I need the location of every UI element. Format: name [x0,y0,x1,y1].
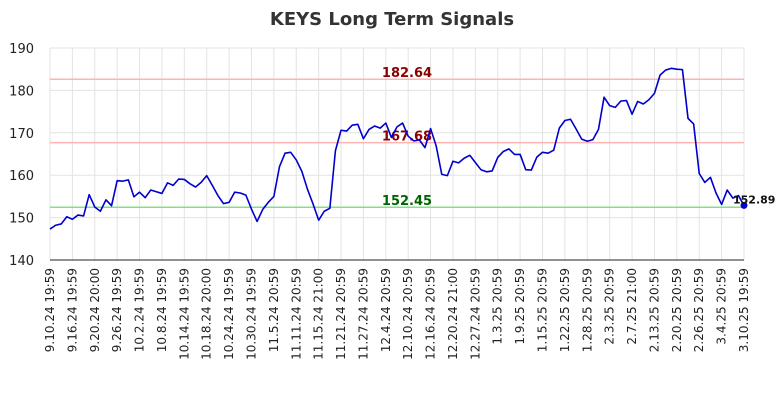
x-tick-label: 10.18.24 20:00 [200,268,214,360]
last-value-label: 152.89 [733,193,775,206]
x-tick-label: 11.21.24 20:59 [334,268,348,360]
x-tick-label: 11.11.24 20:59 [289,268,303,360]
x-tick-label: 1.9.25 20:59 [513,268,527,345]
x-tick-label: 9.26.24 19:59 [110,268,124,352]
x-tick-labels: 9.10.24 19:59 9.16.24 19:59 9.20.24 20:00 9… [43,268,751,360]
x-tick-label: 2.26.25 20:59 [692,268,706,352]
x-tick-label: 3.10.25 19:59 [737,268,751,352]
x-tick-label: 9.16.24 19:59 [65,268,79,352]
x-tick-label: 1.15.25 20:59 [536,268,550,352]
x-tick-label: 10.30.24 19:59 [244,268,258,360]
x-tick-label: 1.22.25 20:59 [558,268,572,352]
reference-line-label: 152.45 [382,194,432,209]
x-tick-label: 2.13.25 20:59 [647,268,661,352]
y-tick-label: 180 [9,84,34,99]
x-tick-label: 12.27.24 20:59 [468,268,482,360]
x-tick-label: 3.4.25 20:59 [715,268,729,345]
x-tick-label: 2.7.25 21:00 [625,268,639,345]
x-tick-label: 10.14.24 19:59 [177,268,191,360]
x-tick-label: 12.20.24 21:00 [446,268,460,360]
y-tick-label: 190 [9,42,34,57]
x-tick-label: 12.10.24 20:59 [401,268,415,360]
x-tick-label: 10.24.24 19:59 [222,268,236,360]
x-tick-label: 9.20.24 20:00 [88,268,102,352]
series-line [49,67,745,230]
x-tick-label: 9.10.24 19:59 [43,268,57,352]
x-tick-label: 2.20.25 20:59 [670,268,684,352]
reference-line-label: 182.64 [382,66,432,81]
x-tick-label: 11.15.24 21:00 [312,268,326,360]
y-tick-labels: 140 150 160 170 180 190 [9,42,34,269]
y-tick-label: 140 [9,254,34,269]
x-tick-label: 11.27.24 20:59 [356,268,370,360]
last-value-marker [740,201,748,209]
grid [49,47,745,261]
series-layer: 152.89 [49,67,775,230]
x-tick-label: 12.4.24 20:59 [379,268,393,352]
x-tick-label: 1.3.25 20:59 [491,268,505,345]
x-tick-label: 12.16.24 20:59 [424,268,438,360]
x-tick-label: 11.5.24 20:59 [267,268,281,352]
x-tick-label: 10.2.24 19:59 [133,268,147,352]
chart-title: KEYS Long Term Signals [270,9,514,30]
y-tick-label: 150 [9,212,34,227]
x-tick-label: 2.3.25 20:59 [603,268,617,345]
y-tick-label: 160 [9,169,34,184]
y-tick-label: 170 [9,127,34,142]
x-tick-label: 10.8.24 19:59 [155,268,169,352]
x-tick-label: 1.28.25 20:59 [580,268,594,352]
